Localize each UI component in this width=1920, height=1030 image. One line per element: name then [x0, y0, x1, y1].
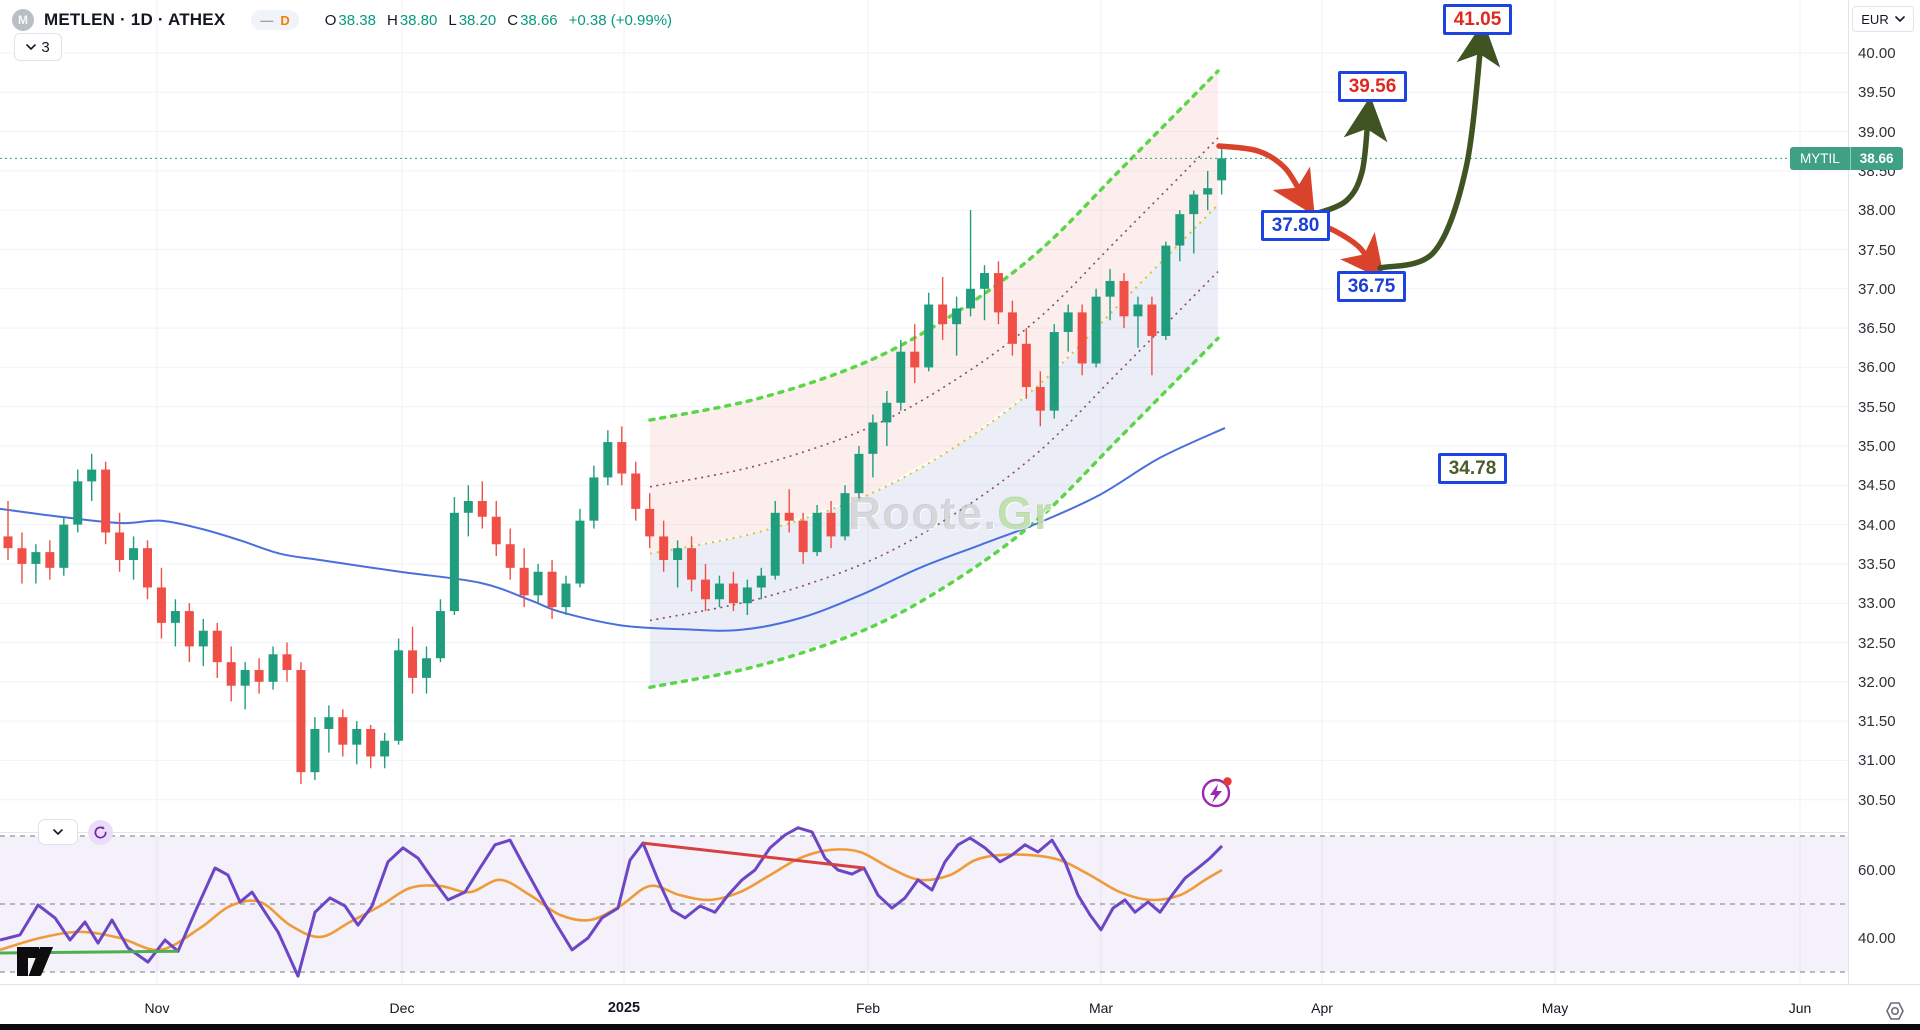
- chevron-down-icon: [1894, 16, 1905, 22]
- time-axis-label: Mar: [1088, 1000, 1114, 1016]
- symbol-title[interactable]: METLEN · 1D · ATHEX: [44, 10, 226, 29]
- price-tick-label: 35.00: [1858, 438, 1896, 455]
- symbol-header: M METLEN · 1D · ATHEX — D O 38.38 H 38.80 …: [12, 6, 672, 34]
- tradingview-logo[interactable]: [15, 933, 59, 984]
- time-axis-label: Apr: [1311, 1000, 1333, 1016]
- price-target-box[interactable]: 41.05: [1443, 4, 1512, 35]
- interval-label: D: [280, 12, 290, 28]
- rsi-line: [0, 826, 1224, 978]
- time-axis-label: Dec: [389, 1000, 415, 1016]
- symbol-logo: M: [12, 9, 34, 31]
- watermark: Roote.Gr: [848, 486, 1053, 540]
- change-readout: +0.38 (+0.99%): [568, 11, 673, 29]
- price-tick-label: 34.50: [1858, 477, 1896, 495]
- current-price-badge: MYTIL 38.66: [1790, 147, 1903, 170]
- rsi-ma-line: [0, 848, 1223, 952]
- price-tick-label: 38.00: [1858, 202, 1896, 220]
- compare-dash-icon: —: [260, 12, 274, 28]
- time-axis-label: Feb: [855, 1000, 881, 1016]
- price-target-box[interactable]: 39.56: [1338, 71, 1407, 102]
- gridlines: [0, 0, 1848, 984]
- price-target-box[interactable]: 37.80: [1261, 210, 1330, 241]
- time-axis-label: May: [1541, 1000, 1569, 1016]
- timezone-settings-icon[interactable]: [1884, 1000, 1906, 1027]
- indicator-collapse-button[interactable]: [38, 819, 78, 845]
- divergence-line: [642, 841, 865, 870]
- price-tick-label: 34.00: [1858, 516, 1896, 534]
- candles-layer: [3, 147, 1227, 784]
- price-target-box[interactable]: 36.75: [1337, 271, 1406, 302]
- open-readout: O 38.38: [324, 11, 376, 29]
- low-readout: L 38.20: [448, 11, 497, 29]
- price-tick-label: 31.50: [1858, 713, 1896, 731]
- time-axis-label: Nov: [144, 1000, 170, 1016]
- indicator-tick-label: 40.00: [1858, 930, 1896, 947]
- interval-pill[interactable]: — D: [251, 10, 299, 30]
- high-readout: H 38.80: [386, 11, 438, 29]
- badge-price: 38.66: [1859, 151, 1894, 166]
- indicator-tick-label: 60.00: [1858, 862, 1896, 879]
- price-tick-label: 32.00: [1858, 673, 1896, 691]
- price-tick-label: 35.50: [1858, 398, 1896, 416]
- chevron-down-icon: [26, 44, 37, 50]
- watermark-part2: Gr: [997, 487, 1053, 539]
- bars-dropdown-button[interactable]: 3: [14, 33, 62, 61]
- bars-count-label: 3: [41, 38, 50, 56]
- bottom-black-bar: [0, 1024, 1920, 1030]
- price-target-box[interactable]: 34.78: [1438, 453, 1507, 484]
- rsi-pane: [0, 826, 1848, 978]
- price-tick-label: 39.00: [1858, 123, 1896, 141]
- chevron-down-icon: [53, 829, 63, 835]
- close-readout: C 38.66: [507, 11, 558, 29]
- price-tick-label: 33.00: [1858, 595, 1896, 613]
- price-tick-label: 30.50: [1858, 791, 1896, 809]
- ma-line: [0, 427, 1226, 632]
- price-axis-separator: [1848, 0, 1849, 984]
- price-tick-label: 36.50: [1858, 320, 1896, 338]
- price-tick-label: 37.50: [1858, 241, 1896, 259]
- flash-event-icon[interactable]: [1201, 777, 1232, 808]
- ohlc-readout: O 38.38 H 38.80 L 38.20 C 38.66 +0.38 (+0.99…: [325, 12, 672, 29]
- price-tick-label: 40.00: [1858, 45, 1896, 62]
- forecast-arrow: [1216, 143, 1315, 216]
- currency-dropdown-button[interactable]: EUR: [1852, 6, 1914, 32]
- forecast-arrow: [1309, 96, 1388, 218]
- tradingview-logo-icon: [17, 947, 53, 976]
- pane-separator[interactable]: [0, 832, 1848, 833]
- refresh-cycle-icon: [94, 826, 107, 839]
- time-axis-label: Jun: [1788, 1000, 1812, 1016]
- price-tick-label: 36.00: [1858, 359, 1896, 377]
- price-tick-label: 32.50: [1858, 634, 1896, 652]
- forecast-arrows: [1216, 21, 1501, 281]
- price-tick-label: 39.50: [1858, 84, 1896, 102]
- time-axis-label: 2025: [607, 1000, 641, 1016]
- price-tick-label: 31.00: [1858, 752, 1896, 770]
- currency-label: EUR: [1861, 11, 1889, 27]
- watermark-part1: Roote.: [848, 487, 998, 539]
- forecast-arrow: [1377, 21, 1501, 271]
- indicator-refresh-button[interactable]: [88, 820, 113, 845]
- time-axis-separator: [0, 984, 1920, 985]
- price-tick-label: 37.00: [1858, 280, 1896, 298]
- badge-divider: [1849, 147, 1851, 170]
- badge-symbol: MYTIL: [1800, 151, 1840, 166]
- price-tick-label: 33.50: [1858, 555, 1896, 573]
